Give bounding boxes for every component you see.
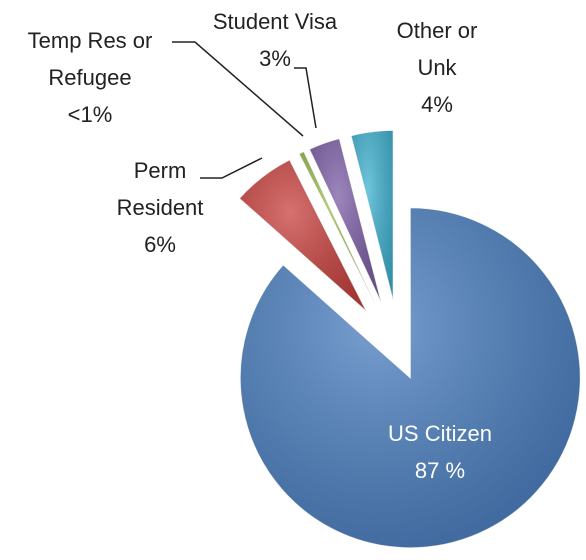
slice-shading <box>240 207 581 548</box>
slice-label: Perm Resident 6% <box>105 152 215 263</box>
leader-line <box>172 41 304 137</box>
slice-label: US Citizen 87 % <box>340 415 540 489</box>
slice-label: Other or Unk 4% <box>382 12 492 123</box>
category-label: Perm Resident <box>116 158 204 220</box>
slice-shading <box>299 151 376 306</box>
category-label: Other or Unk <box>396 18 478 80</box>
value-label: 3% <box>259 46 291 71</box>
slice-label: Student Visa 3% <box>175 3 375 77</box>
leader-line <box>294 67 317 129</box>
value-label: 87 % <box>414 458 466 483</box>
value-label: 6% <box>144 232 176 257</box>
value-label: 4% <box>421 92 453 117</box>
category-label: Student Visa <box>212 9 338 34</box>
slice-shading <box>351 130 394 301</box>
value-label: <1% <box>67 102 113 127</box>
leader-line <box>200 157 263 179</box>
slice-shading <box>239 159 367 312</box>
category-label: US Citizen <box>388 421 492 446</box>
slice-shading <box>309 138 382 304</box>
slice-label: Temp Res or Refugee <1% <box>15 22 165 133</box>
category-label: Temp Res or Refugee <box>27 28 153 90</box>
